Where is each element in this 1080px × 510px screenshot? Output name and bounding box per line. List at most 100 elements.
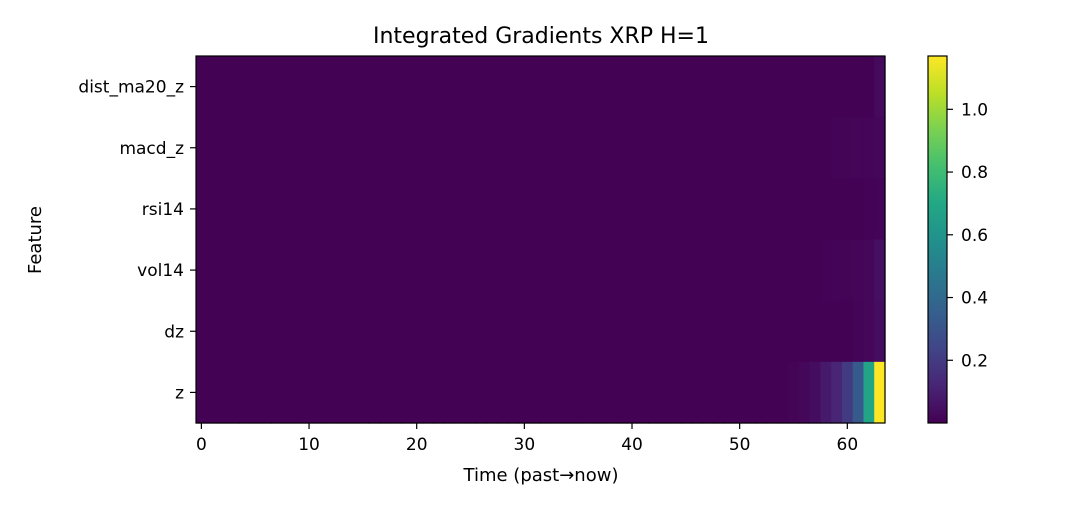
- heatmap-cell: [206, 239, 219, 302]
- heatmap-cell: [314, 300, 326, 363]
- heatmap-cell: [518, 178, 531, 241]
- heatmap-cell: [529, 56, 542, 118]
- heatmap-cell: [809, 300, 822, 363]
- heatmap-cell: [249, 239, 262, 302]
- heatmap-cell: [551, 56, 563, 118]
- heatmap-cell: [432, 239, 445, 302]
- heatmap-cell: [831, 361, 843, 424]
- heatmap-cell: [422, 300, 434, 363]
- heatmap-cell: [540, 300, 552, 363]
- heatmap-cell: [863, 117, 875, 179]
- heatmap-cell: [734, 300, 746, 363]
- heatmap-cell: [335, 56, 348, 118]
- heatmap-cell: [475, 178, 488, 241]
- heatmap-cell: [712, 361, 725, 424]
- heatmap-cell: [217, 117, 229, 179]
- heatmap-cell: [863, 300, 875, 363]
- heatmap-cell: [303, 56, 316, 118]
- heatmap-cell: [475, 239, 488, 302]
- heatmap-cell: [540, 56, 552, 118]
- heatmap-cell: [389, 239, 402, 302]
- heatmap-cell: [228, 300, 240, 363]
- heatmap-cell: [863, 178, 875, 241]
- heatmap-cell: [788, 178, 800, 241]
- y-tick-label: macd_z: [119, 139, 184, 159]
- x-tick-label: 30: [514, 435, 536, 455]
- heatmap-cell: [292, 239, 305, 302]
- heatmap-cell: [572, 117, 585, 179]
- heatmap-cell: [228, 117, 240, 179]
- heatmap-cell: [465, 300, 477, 363]
- heatmap-cell: [282, 56, 294, 118]
- heatmap-cell: [755, 361, 768, 424]
- heatmap-cell: [583, 300, 595, 363]
- heatmap-cell: [196, 56, 208, 118]
- heatmap-cell: [615, 56, 628, 118]
- heatmap-cell: [615, 300, 628, 363]
- heatmap-cell: [852, 361, 865, 424]
- y-tick-label: z: [175, 383, 184, 403]
- heatmap-cell: [271, 117, 283, 179]
- heatmap-cell: [486, 361, 499, 424]
- heatmap-cell: [335, 239, 348, 302]
- heatmap-cell: [486, 178, 499, 241]
- heatmap-cell: [723, 300, 735, 363]
- heatmap-cell: [680, 117, 692, 179]
- heatmap-cell: [701, 56, 714, 118]
- heatmap-cell: [841, 239, 854, 302]
- heatmap-cell: [486, 56, 499, 118]
- heatmap-cell: [325, 239, 337, 302]
- heatmap-cell: [615, 178, 628, 241]
- heatmap-cell: [346, 117, 359, 179]
- heatmap-cell: [357, 117, 369, 179]
- heatmap-cell: [497, 178, 509, 241]
- heatmap-cell: [443, 117, 455, 179]
- heatmap-cell: [346, 361, 359, 424]
- heatmap-cell: [443, 178, 455, 241]
- heatmap-cell: [777, 117, 789, 179]
- heatmap-cell: [325, 56, 337, 118]
- heatmap-cell: [443, 56, 455, 118]
- heatmap-cell: [863, 361, 875, 424]
- heatmap-cell: [669, 56, 682, 118]
- heatmap-cell: [282, 300, 294, 363]
- colorbar: [927, 55, 948, 424]
- heatmap-cell: [454, 239, 466, 302]
- heatmap-cell: [626, 178, 638, 241]
- heatmap-cell: [465, 56, 477, 118]
- heatmap-cell: [389, 56, 402, 118]
- heatmap-cell: [239, 117, 251, 179]
- heatmap-cell: [508, 361, 520, 424]
- x-tick-label: 50: [729, 435, 751, 455]
- heatmap-cell: [852, 56, 865, 118]
- heatmap-cell: [788, 56, 800, 118]
- heatmap-cell: [379, 300, 391, 363]
- heatmap-cell: [228, 56, 240, 118]
- heatmap-cell: [357, 56, 369, 118]
- heatmap-cell: [422, 56, 434, 118]
- heatmap-cell: [798, 361, 811, 424]
- heatmap-cell: [745, 361, 757, 424]
- heatmap-cell: [680, 361, 692, 424]
- heatmap-cell: [809, 178, 822, 241]
- heatmap-cell: [239, 56, 251, 118]
- heatmap-cell: [701, 300, 714, 363]
- heatmap-cell: [626, 239, 638, 302]
- heatmap-cell: [228, 239, 240, 302]
- heatmap-cell: [271, 361, 283, 424]
- heatmap-cell: [648, 300, 660, 363]
- heatmap-cell: [755, 239, 768, 302]
- heatmap-cell: [292, 300, 305, 363]
- heatmap-cell: [788, 239, 800, 302]
- heatmap-cell: [605, 178, 617, 241]
- heatmap-cell: [831, 178, 843, 241]
- heatmap-cell: [863, 56, 875, 118]
- heatmap-cell: [486, 300, 499, 363]
- heatmap-cell: [540, 239, 552, 302]
- heatmap-cell: [615, 239, 628, 302]
- heatmap-cell: [325, 361, 337, 424]
- heatmap-cell: [755, 56, 768, 118]
- x-tick-label: 20: [406, 435, 428, 455]
- heatmap-cell: [605, 56, 617, 118]
- heatmap-cell: [712, 56, 725, 118]
